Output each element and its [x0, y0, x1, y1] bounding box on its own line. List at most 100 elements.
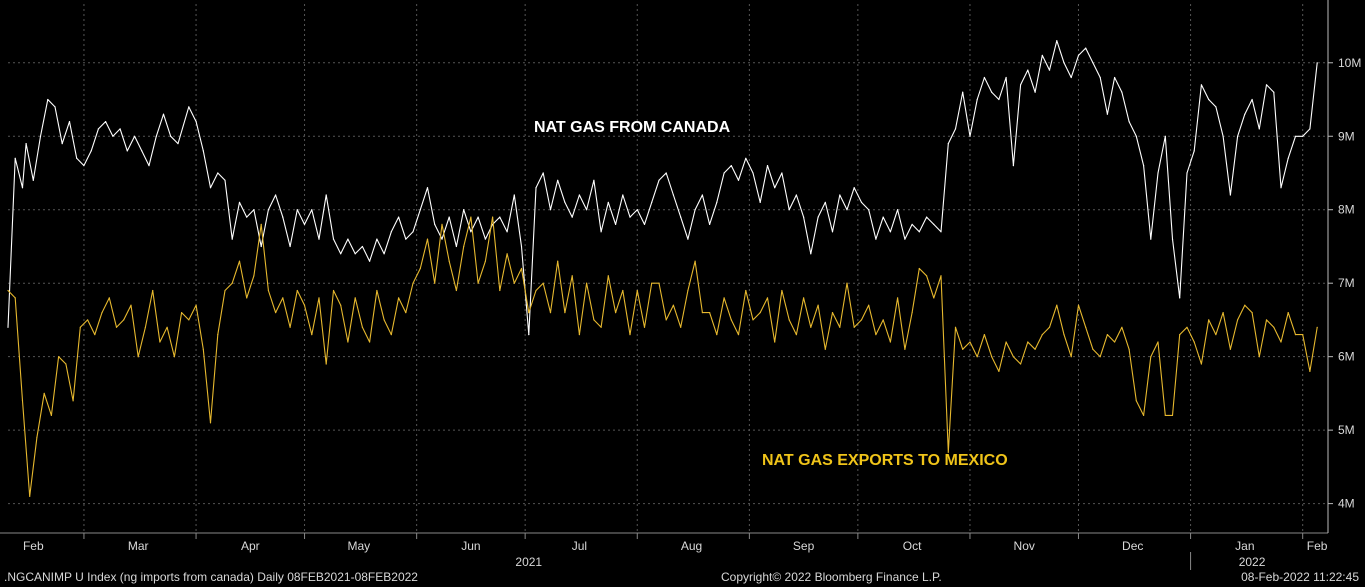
data-point — [774, 341, 776, 343]
data-point — [962, 348, 964, 350]
data-point — [390, 334, 392, 336]
data-point — [1063, 62, 1065, 64]
data-point — [1056, 40, 1058, 42]
data-point — [398, 216, 400, 218]
data-point — [1012, 356, 1015, 358]
series-lines — [7, 40, 1318, 497]
data-point — [202, 150, 204, 152]
data-point — [347, 238, 349, 240]
data-point — [441, 238, 443, 240]
x-tick-label: Nov — [1014, 539, 1035, 553]
data-point — [405, 238, 407, 240]
data-point — [759, 201, 761, 203]
data-point — [361, 326, 363, 328]
data-point — [282, 216, 284, 218]
data-point — [340, 304, 342, 306]
data-point — [238, 201, 241, 203]
data-point — [463, 209, 465, 211]
data-point — [1215, 334, 1217, 336]
data-point — [853, 187, 855, 189]
data-point — [1012, 165, 1015, 167]
year-label: 2022 — [1239, 555, 1266, 569]
data-point — [340, 253, 342, 255]
data-point — [839, 326, 841, 328]
data-point — [448, 216, 450, 218]
data-point — [101, 312, 103, 314]
x-tick-label: Sep — [793, 539, 815, 553]
data-point — [593, 179, 595, 181]
data-point — [1309, 370, 1311, 372]
data-point — [1020, 363, 1022, 365]
data-point — [7, 326, 9, 328]
y-tick-label: 8M — [1338, 203, 1355, 217]
data-point — [636, 209, 638, 211]
data-point — [354, 297, 356, 299]
data-point — [1302, 135, 1304, 137]
data-point — [188, 106, 190, 108]
data-point — [1143, 414, 1145, 416]
data-point — [911, 312, 913, 314]
x-tick-label: Apr — [241, 539, 260, 553]
mexico-series-label: NAT GAS EXPORTS TO MEXICO — [762, 452, 1008, 469]
data-point — [643, 223, 646, 225]
data-point — [1229, 194, 1231, 196]
data-point — [954, 326, 957, 328]
data-point — [1099, 76, 1101, 79]
data-point — [752, 319, 754, 321]
data-point — [528, 334, 530, 336]
data-point — [926, 275, 928, 277]
data-point — [39, 135, 42, 137]
data-point — [1179, 334, 1181, 336]
grid-lines — [8, 4, 1328, 533]
data-point — [224, 289, 226, 292]
x-tick-label: Mar — [128, 539, 149, 553]
data-point — [600, 326, 602, 328]
data-point — [43, 392, 45, 394]
data-point — [477, 216, 479, 218]
data-point — [1063, 334, 1065, 336]
data-point — [1294, 135, 1297, 137]
data-point — [766, 165, 769, 167]
data-point — [181, 312, 183, 314]
data-point — [94, 334, 96, 336]
footer-ticker: .NGCANIMP U Index (ng imports from canad… — [4, 570, 418, 584]
data-point — [752, 172, 754, 174]
data-point — [701, 194, 704, 196]
data-point — [1070, 76, 1072, 79]
data-point — [665, 172, 667, 174]
data-point — [29, 495, 31, 497]
data-point — [1208, 98, 1210, 101]
data-point — [1005, 341, 1007, 343]
mexico-series-points — [7, 216, 1318, 497]
data-point — [766, 297, 769, 299]
data-point — [412, 231, 414, 233]
x-tick-label: Jul — [572, 539, 587, 553]
data-point — [32, 179, 34, 181]
data-point — [1077, 54, 1080, 57]
data-point — [267, 289, 269, 292]
data-point — [231, 238, 233, 240]
data-point — [506, 253, 508, 255]
data-point — [1027, 69, 1029, 71]
data-point — [593, 319, 595, 321]
data-point — [868, 304, 870, 306]
data-point — [369, 260, 371, 262]
data-point — [831, 231, 834, 233]
data-point — [687, 289, 689, 292]
data-point — [87, 319, 89, 321]
data-point — [1316, 62, 1318, 64]
data-point — [209, 187, 212, 189]
data-point — [557, 179, 559, 181]
data-point — [1085, 47, 1087, 49]
data-point — [202, 348, 204, 350]
data-point — [289, 326, 291, 328]
y-tick-label: 4M — [1338, 497, 1355, 511]
data-point — [643, 326, 646, 328]
x-tick-label: Feb — [1307, 539, 1328, 553]
data-point — [622, 194, 624, 196]
data-point — [1106, 113, 1108, 115]
data-point — [419, 209, 421, 211]
y-tick-label: 7M — [1338, 276, 1355, 290]
data-point — [578, 334, 581, 336]
data-point — [520, 267, 523, 270]
